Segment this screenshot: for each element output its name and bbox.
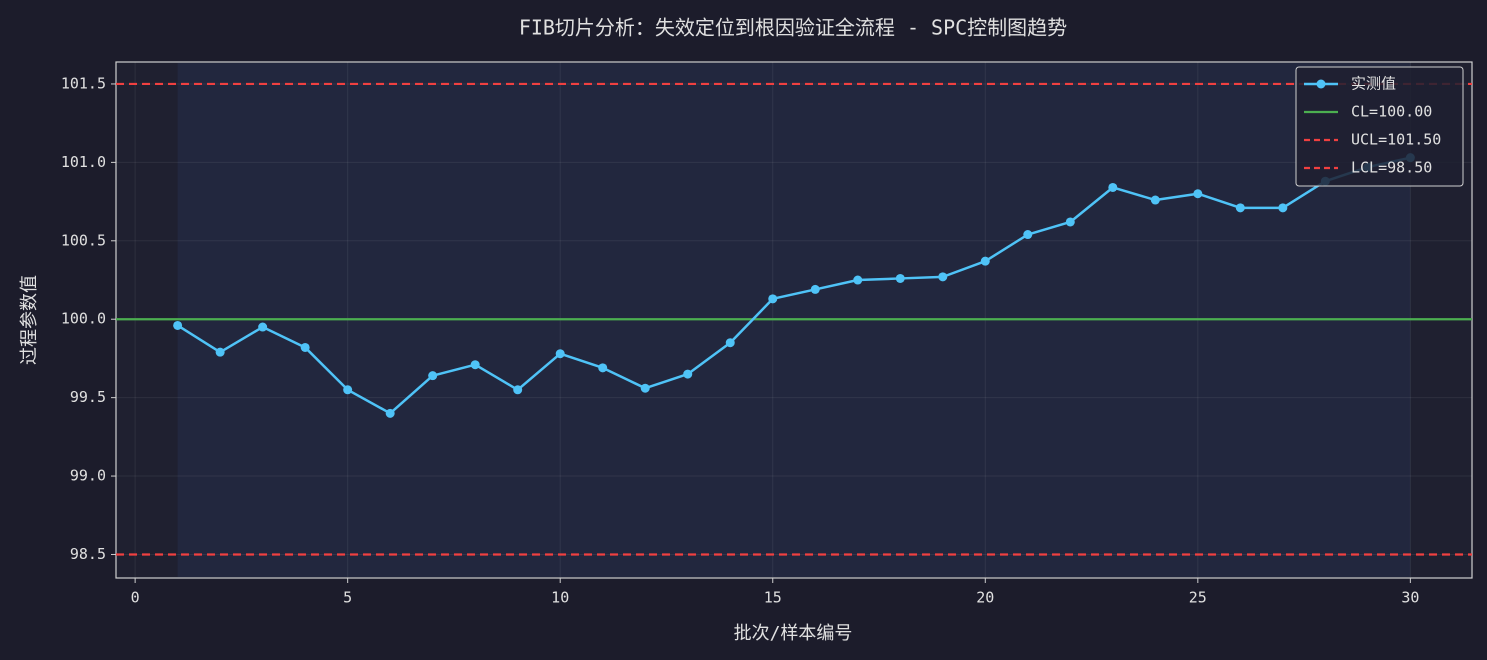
data-point [1193, 189, 1203, 199]
x-tick-label: 0 [131, 589, 140, 607]
x-tick-label: 30 [1401, 589, 1419, 607]
x-axis-label: 批次/样本编号 [734, 623, 853, 644]
legend-swatch [1316, 79, 1326, 89]
y-axis-label: 过程参数值 [19, 275, 40, 365]
legend-box [1295, 66, 1464, 187]
data-point [768, 294, 778, 304]
x-tick-label: 15 [764, 589, 782, 607]
y-tick-label: 100.5 [61, 231, 106, 249]
data-point [640, 383, 650, 393]
data-point [1108, 182, 1118, 192]
data-point [1278, 203, 1288, 213]
data-point [938, 272, 948, 282]
legend-label: CL=100.00 [1351, 103, 1432, 121]
y-tick-label: 101.0 [61, 153, 106, 171]
data-point [343, 385, 353, 395]
data-point [853, 275, 863, 285]
data-line [176, 156, 1411, 415]
x-tick-label: 10 [551, 589, 569, 607]
data-point [428, 371, 438, 381]
legend-label: 实测值 [1351, 75, 1396, 93]
chart-title: FIB切片分析：失效定位到根因验证全流程 - SPC控制图趋势 [519, 16, 1067, 40]
data-point [895, 273, 905, 283]
data-point [258, 322, 268, 332]
data-point [300, 342, 310, 352]
data-point [555, 349, 565, 359]
x-tick-label: 5 [343, 589, 352, 607]
data-point [683, 369, 693, 379]
data-point [215, 347, 225, 357]
y-tick-label: 101.5 [61, 74, 106, 92]
data-point [385, 408, 395, 418]
data-point [725, 338, 735, 348]
x-tick-label: 25 [1189, 589, 1207, 607]
y-tick-label: 99.0 [70, 467, 106, 485]
y-tick-label: 99.5 [70, 388, 106, 406]
legend-label: LCL=98.50 [1351, 159, 1432, 177]
data-point [598, 363, 608, 373]
data-point [810, 284, 820, 294]
data-point [1235, 203, 1245, 213]
data-point [1150, 195, 1160, 205]
y-tick-label: 98.5 [70, 545, 106, 563]
data-point [980, 256, 990, 266]
data-point [173, 320, 183, 330]
legend-label: UCL=101.50 [1351, 131, 1441, 149]
x-tick-label: 20 [976, 589, 994, 607]
data-point [1023, 230, 1033, 240]
data-point [470, 360, 480, 370]
data-point [1065, 217, 1075, 227]
data-point [513, 385, 523, 395]
y-tick-label: 100.0 [61, 310, 106, 328]
